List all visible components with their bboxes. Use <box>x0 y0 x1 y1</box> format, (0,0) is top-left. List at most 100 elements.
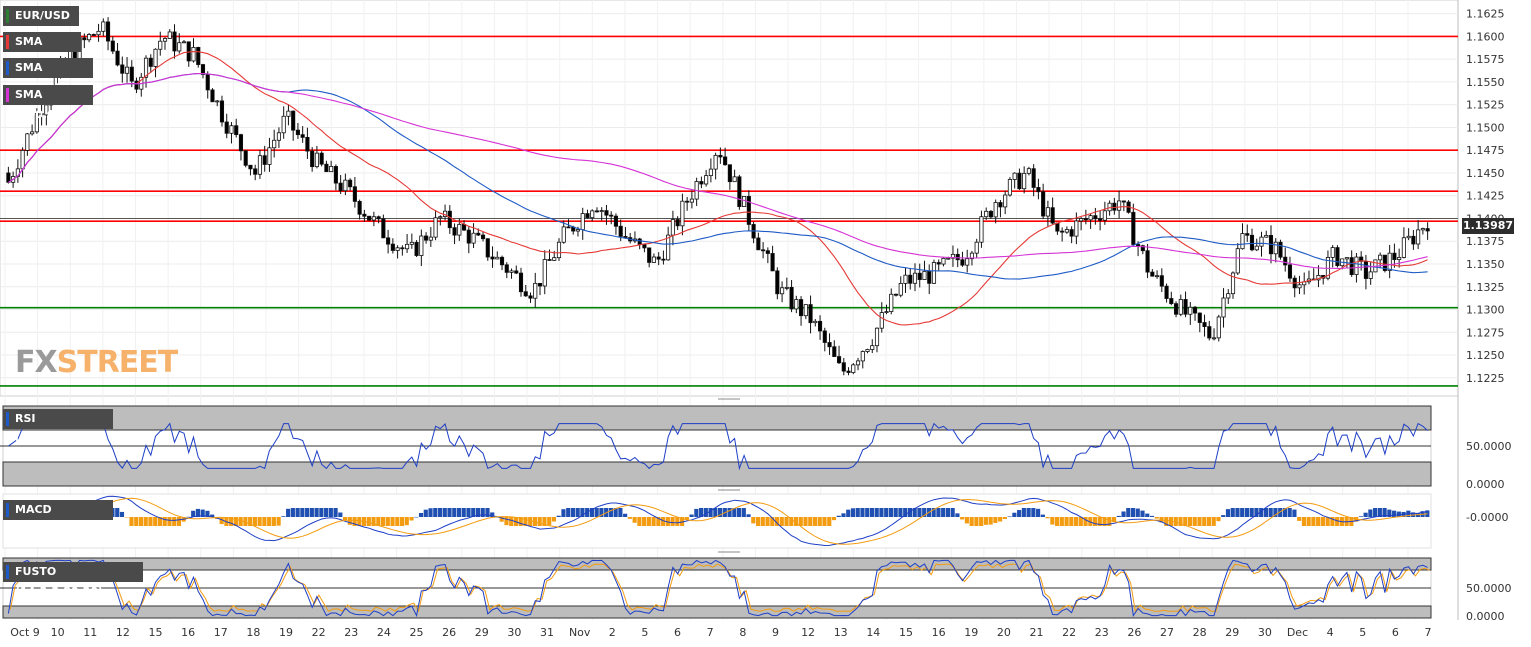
macd-hist-bar <box>1287 508 1292 517</box>
candle-body <box>609 214 614 217</box>
macd-hist-bar <box>969 517 974 526</box>
macd-hist-bar <box>1306 517 1311 526</box>
macd-hist-bar <box>385 517 390 526</box>
macd-hist-bar <box>793 517 799 526</box>
candle-body <box>409 241 414 245</box>
candle-body <box>1178 299 1183 315</box>
candle-body <box>998 202 1003 208</box>
candle-body <box>1036 187 1041 193</box>
macd-hist-bar <box>1368 509 1373 517</box>
candle-body <box>670 219 675 236</box>
legend-macd[interactable]: MACD (12,26,9) <box>3 500 113 536</box>
macd-hist-bar <box>1064 517 1069 526</box>
macd-hist-bar <box>518 517 523 526</box>
date-tick-label: 9 <box>772 626 779 639</box>
price-tick-label: 1.1350 <box>1466 258 1505 271</box>
candle-body <box>324 163 329 173</box>
candle-body <box>461 223 467 231</box>
candle-body <box>1297 284 1302 289</box>
macd-hist-bar <box>205 510 210 517</box>
macd-hist-bar <box>575 508 580 517</box>
macd-hist-bar <box>917 508 922 517</box>
candle-body <box>1420 228 1425 231</box>
macd-hist-bar <box>404 517 409 526</box>
macd-hist-bar <box>699 508 704 517</box>
macd-hist-bar <box>1320 517 1325 526</box>
macd-hist-bar <box>523 517 528 526</box>
macd-hist-bar <box>1083 517 1088 526</box>
macd-hist-bar <box>751 517 756 524</box>
macd-hist-bar <box>1102 517 1107 526</box>
macd-hist-bar <box>570 508 575 517</box>
legend-rsi[interactable]: RSI (14,70,30,1) <box>3 409 113 445</box>
macd-hist-bar <box>1045 517 1050 519</box>
candle-body <box>196 46 201 65</box>
macd-hist-bar <box>480 508 485 517</box>
candle-body <box>343 179 348 192</box>
macd-hist-bar <box>262 517 267 526</box>
date-tick-label: 26 <box>442 626 456 639</box>
candle-body <box>699 181 704 185</box>
macd-hist-bar <box>537 517 542 526</box>
candle-body <box>642 243 647 249</box>
macd-hist-bar <box>623 513 628 517</box>
macd-hist-bar <box>1074 517 1079 526</box>
macd-hist-bar <box>836 515 841 517</box>
logo-street: STREET <box>56 345 179 380</box>
legend-eurusd[interactable]: EUR/USD <box>3 6 79 26</box>
date-tick-label: 2 <box>609 626 616 639</box>
macd-hist-bar <box>898 508 903 517</box>
date-tick-label: Nov <box>569 626 591 639</box>
candle-body <box>1363 260 1368 279</box>
macd-hist-bar <box>1292 509 1297 517</box>
macd-hist-bar <box>855 508 860 517</box>
candle-body <box>1183 299 1188 315</box>
candle-body <box>1259 236 1264 247</box>
candle-body <box>946 257 951 260</box>
candle-body <box>637 238 642 245</box>
date-tick-label: 15 <box>149 626 163 639</box>
macd-hist-bar <box>471 508 476 517</box>
legend-sma-200[interactable]: SMA (200,0) <box>3 85 93 121</box>
macd-hist-bar <box>566 508 571 517</box>
price-tick-label: 1.1325 <box>1466 281 1505 294</box>
macd-hist-bar <box>784 517 789 526</box>
candle-body <box>262 155 267 165</box>
candle-body <box>770 253 775 272</box>
macd-hist-bar <box>1078 517 1083 526</box>
candle-body <box>884 311 889 313</box>
legend-sma-100[interactable]: SMA (100,0) <box>3 58 93 94</box>
macd-hist-bar <box>642 517 647 526</box>
candle-body <box>205 74 210 91</box>
macd-hist-bar <box>960 517 965 520</box>
date-tick-label: 30 <box>1258 626 1272 639</box>
legend-fusto[interactable]: FUSTO (14,3,3,80,20) <box>3 562 143 598</box>
macd-hist-bar <box>974 517 979 526</box>
candle-body <box>594 210 600 213</box>
legend-sma-50[interactable]: SMA (50,0) <box>3 32 81 68</box>
candle-body <box>181 41 187 44</box>
macd-hist-bar <box>333 508 338 517</box>
macd-hist-bar <box>884 508 889 517</box>
candle-body <box>666 234 671 261</box>
macd-hist-bar <box>357 517 362 526</box>
macd-hist-bar <box>770 517 775 526</box>
macd-hist-bar <box>1187 517 1193 526</box>
date-tick-label: 26 <box>1127 626 1141 639</box>
candle-body <box>732 176 737 183</box>
macd-hist-bar <box>1111 517 1117 523</box>
candle-body <box>1202 322 1207 327</box>
macd-hist-bar <box>409 517 414 521</box>
macd-hist-bar <box>219 517 224 525</box>
macd-hist-bar <box>689 514 694 517</box>
macd-hist-bar <box>594 508 599 517</box>
macd-hist-bar <box>1377 508 1382 517</box>
candle-body <box>1169 298 1174 305</box>
candle-body <box>1117 200 1122 211</box>
macd-hist-bar <box>442 508 447 517</box>
candle-body <box>1188 306 1193 315</box>
macd-hist-bar <box>129 517 134 526</box>
macd-hist-bar <box>191 510 196 517</box>
candle-body <box>1368 271 1373 279</box>
candle-body <box>191 46 196 62</box>
